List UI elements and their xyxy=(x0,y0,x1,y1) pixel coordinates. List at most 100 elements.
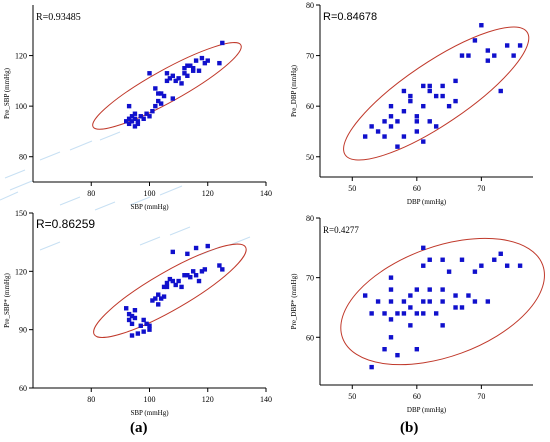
r-value-label: R=0.4277 xyxy=(323,225,359,235)
watermark-stripe xyxy=(69,140,93,151)
data-point xyxy=(190,269,196,274)
r-value-label: R=0.84678 xyxy=(323,11,377,23)
data-point xyxy=(427,88,432,94)
data-point xyxy=(199,269,205,274)
y-tick-label: 60 xyxy=(306,333,314,342)
data-point xyxy=(414,119,420,124)
data-point xyxy=(193,58,199,63)
confidence-ellipse xyxy=(340,237,545,366)
data-point xyxy=(138,323,143,328)
y-tick-label: 80 xyxy=(306,214,314,223)
data-point xyxy=(440,287,445,292)
data-point xyxy=(188,63,193,68)
data-point xyxy=(158,91,164,96)
data-point xyxy=(433,311,439,316)
y-tick-label: 90 xyxy=(19,326,27,335)
scatter-panel-dbp-star: 50 60 70 60 70 80 DBP (mmHg) Pre_DBP* (mmHg) R=0… xyxy=(290,214,545,414)
data-point xyxy=(147,71,152,76)
data-point xyxy=(129,333,135,338)
data-point xyxy=(466,293,471,298)
data-point xyxy=(388,317,394,322)
data-point xyxy=(217,60,222,66)
data-point xyxy=(504,263,510,268)
data-point xyxy=(170,249,175,255)
data-point xyxy=(153,103,158,109)
data-point xyxy=(205,58,210,63)
watermark-stripe xyxy=(169,226,191,236)
x-tick-label: 100 xyxy=(144,395,156,404)
data-point xyxy=(126,121,132,127)
data-point xyxy=(453,98,458,104)
data-point xyxy=(414,129,420,134)
data-point xyxy=(479,263,484,268)
data-point xyxy=(440,299,445,304)
data-point xyxy=(433,124,439,129)
data-point xyxy=(124,119,129,124)
y-tick-label: 100 xyxy=(15,102,27,111)
data-point xyxy=(427,287,432,292)
y-tick-label: 120 xyxy=(15,267,27,276)
data-point xyxy=(446,269,452,274)
data-point xyxy=(414,287,420,292)
data-point xyxy=(141,116,146,121)
data-point xyxy=(459,305,465,310)
data-point xyxy=(132,124,138,129)
data-point xyxy=(382,347,387,352)
y-axis-label: Pre_SBP* (mmHg) xyxy=(3,273,11,328)
data-point xyxy=(126,317,132,323)
r-value-label: R=0.93485 xyxy=(36,12,81,23)
data-point xyxy=(173,78,178,84)
data-point xyxy=(138,114,143,119)
confidence-ellipse xyxy=(343,26,530,161)
data-point xyxy=(190,66,196,71)
data-point xyxy=(375,299,381,304)
watermark-stripe xyxy=(4,169,26,179)
data-point xyxy=(132,315,138,321)
data-point xyxy=(156,98,161,104)
data-point xyxy=(421,139,426,144)
data-point xyxy=(182,71,187,76)
data-point xyxy=(382,134,387,139)
data-point xyxy=(459,257,465,262)
data-point xyxy=(176,278,181,284)
data-point xyxy=(498,251,503,256)
data-point xyxy=(408,98,413,104)
data-point xyxy=(421,103,426,109)
data-point xyxy=(369,311,374,316)
y-tick-label: 80 xyxy=(19,153,27,162)
data-point xyxy=(176,76,181,81)
data-point xyxy=(388,287,394,292)
x-tick-label: 50 xyxy=(348,184,356,193)
data-point xyxy=(472,38,478,43)
data-point xyxy=(414,114,420,119)
y-tick-label: 70 xyxy=(306,52,314,61)
data-point xyxy=(408,293,413,298)
data-point xyxy=(401,311,407,316)
data-point xyxy=(362,293,368,298)
data-point xyxy=(124,306,129,311)
data-point xyxy=(164,280,170,286)
data-point xyxy=(202,267,208,272)
data-point xyxy=(395,352,400,358)
data-point xyxy=(395,119,400,124)
watermark-stripe xyxy=(129,196,151,206)
watermark-stripe xyxy=(139,236,161,246)
data-point xyxy=(156,292,161,297)
data-point xyxy=(511,53,516,58)
data-point xyxy=(401,109,407,114)
data-point xyxy=(129,321,135,327)
watermark-stripe xyxy=(39,241,61,251)
data-point xyxy=(135,119,141,124)
data-point xyxy=(472,299,478,304)
x-tick-label: 80 xyxy=(87,189,95,198)
data-point xyxy=(156,302,161,307)
data-point xyxy=(144,111,149,116)
x-axis-label: SBP (mmHg) xyxy=(130,409,169,417)
data-point xyxy=(190,68,196,73)
r-value-label: R=0.86259 xyxy=(36,217,95,231)
data-point xyxy=(485,299,491,304)
data-point xyxy=(440,257,445,262)
data-point xyxy=(193,273,199,278)
data-point xyxy=(144,321,149,327)
